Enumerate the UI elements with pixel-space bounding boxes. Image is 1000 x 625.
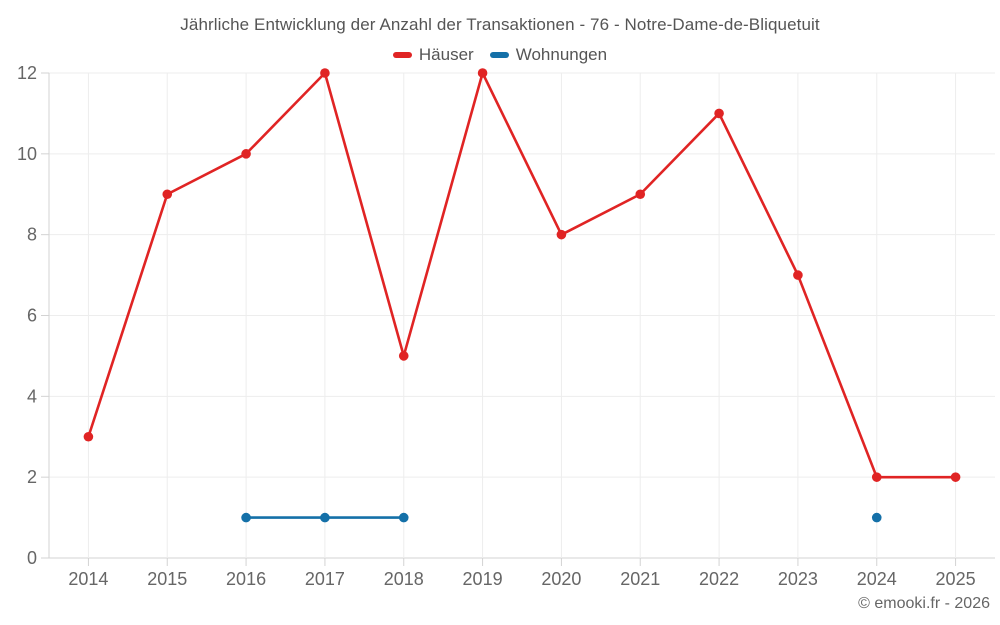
data-point-häuser[interactable] xyxy=(83,431,94,442)
legend-swatch-haeuser xyxy=(392,52,412,58)
data-point-häuser[interactable] xyxy=(635,189,646,200)
x-axis-label: 2023 xyxy=(778,569,818,589)
copyright: © emooki.fr - 2026 xyxy=(858,595,990,612)
data-point-häuser[interactable] xyxy=(477,68,488,78)
x-axis-label: 2015 xyxy=(147,569,187,589)
y-axis-label: 4 xyxy=(27,386,37,406)
data-point-wohnungen[interactable] xyxy=(320,512,330,523)
legend: Häuser Wohnungen xyxy=(0,45,1000,65)
legend-swatch-wohnungen xyxy=(489,52,509,58)
data-point-wohnungen[interactable] xyxy=(241,512,251,523)
data-point-häuser[interactable] xyxy=(241,149,251,159)
data-point-häuser[interactable] xyxy=(556,229,567,240)
legend-item-haeuser[interactable]: Häuser xyxy=(392,45,474,65)
legend-label-wohnungen: Wohnungen xyxy=(515,45,608,64)
x-axis-label: 2017 xyxy=(305,569,345,589)
x-axis-label: 2024 xyxy=(857,569,897,589)
y-axis-label: 12 xyxy=(17,63,37,83)
data-point-häuser[interactable] xyxy=(714,108,724,119)
x-axis-label: 2022 xyxy=(699,569,739,589)
x-axis-label: 2019 xyxy=(463,569,503,589)
data-point-häuser[interactable] xyxy=(398,351,409,361)
x-axis-label: 2018 xyxy=(384,569,424,589)
chart-title: Jährliche Entwicklung der Anzahl der Tra… xyxy=(180,15,820,34)
y-axis-label: 8 xyxy=(27,225,37,245)
x-axis-label: 2020 xyxy=(541,569,581,589)
data-point-häuser[interactable] xyxy=(320,68,330,78)
series-line-häuser xyxy=(87,71,957,479)
data-point-häuser[interactable] xyxy=(793,270,803,280)
data-point-häuser[interactable] xyxy=(950,472,961,482)
data-point-wohnungen[interactable] xyxy=(871,512,882,523)
y-axis-label: 0 xyxy=(27,548,37,568)
x-axis-label: 2021 xyxy=(620,569,660,589)
y-axis-label: 10 xyxy=(17,144,37,164)
legend-item-wohnungen[interactable]: Wohnungen xyxy=(489,45,608,65)
data-point-wohnungen[interactable] xyxy=(398,512,409,523)
y-axis-label: 6 xyxy=(27,306,37,326)
x-axis-label: 2016 xyxy=(226,569,266,589)
data-point-häuser[interactable] xyxy=(871,472,882,482)
x-axis-label: 2025 xyxy=(936,569,976,589)
legend-label-haeuser: Häuser xyxy=(418,45,474,64)
x-axis-label: 2014 xyxy=(68,569,108,589)
y-axis-label: 2 xyxy=(27,467,37,487)
data-point-häuser[interactable] xyxy=(162,189,173,200)
